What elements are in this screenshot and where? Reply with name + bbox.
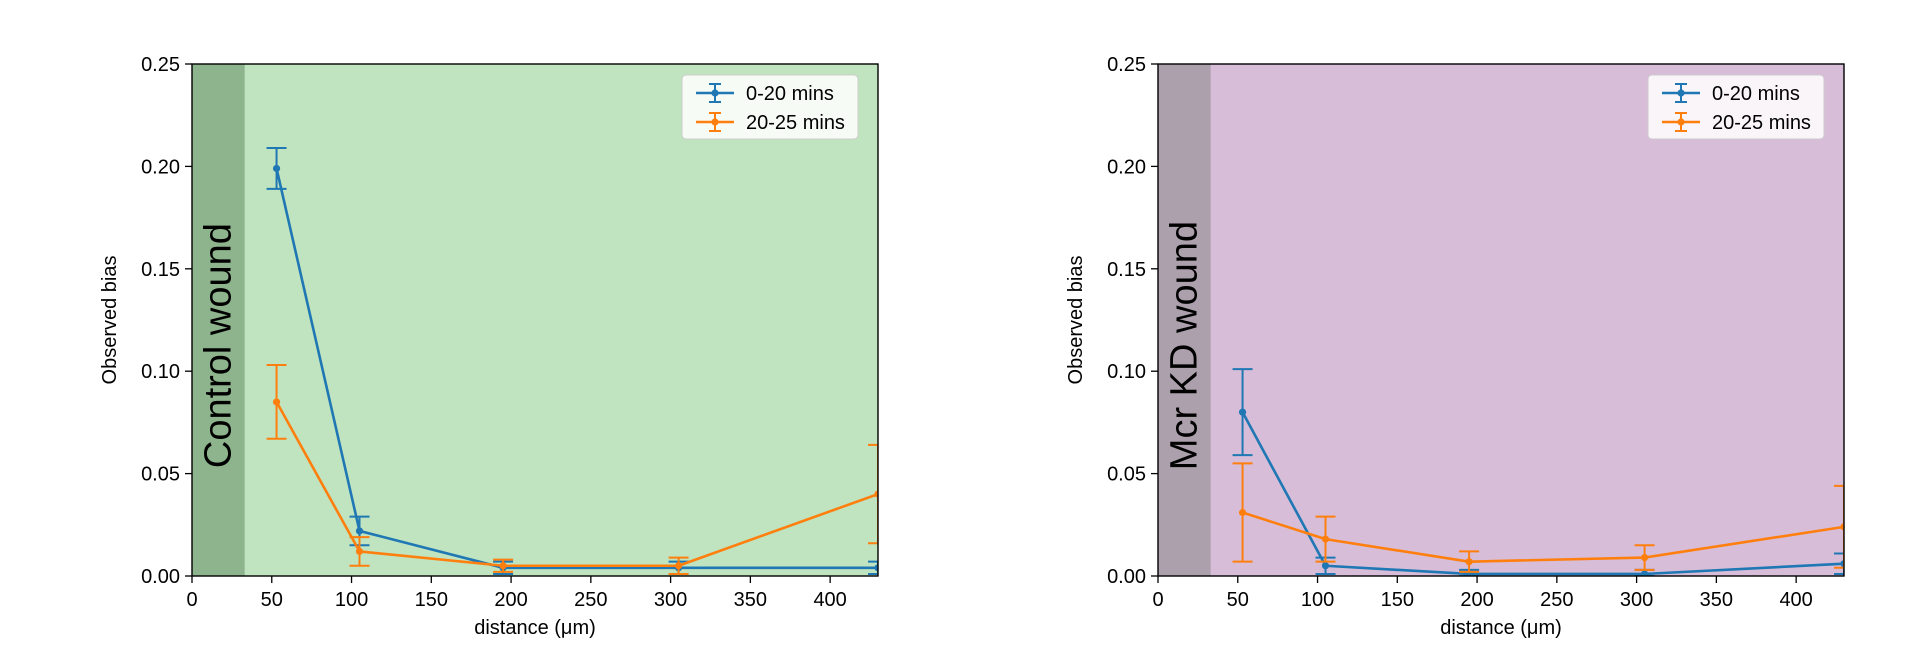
x-tick-label: 350 — [1700, 589, 1733, 611]
x-tick-label: 250 — [1540, 589, 1573, 611]
y-tick-label: 0.15 — [141, 259, 180, 281]
x-tick-label: 400 — [813, 589, 846, 611]
data-point — [1640, 570, 1649, 576]
x-tick-label: 100 — [335, 589, 368, 611]
data-point — [355, 547, 364, 556]
y-tick-label: 0.15 — [1107, 259, 1146, 281]
x-tick-label: 300 — [1620, 589, 1653, 611]
chart-panel-2: Mcr KD wound 0 50 100 150 200 250 300 350 400 0.00… — [1065, 54, 1845, 639]
x-tick-label: 350 — [734, 589, 767, 611]
y-tick-label: 0.00 — [1107, 566, 1146, 588]
data-point — [1465, 558, 1473, 566]
data-point — [1238, 508, 1247, 517]
plot-frame — [191, 63, 879, 577]
series-1 — [1232, 368, 1844, 576]
legend-swatch-marker — [1677, 118, 1685, 126]
legend-swatch-marker — [1677, 89, 1685, 97]
legend-swatch-marker — [711, 89, 719, 97]
y-tick-label: 0.25 — [1107, 54, 1146, 76]
x-tick-label: 300 — [654, 589, 687, 611]
legend-swatch-marker — [711, 118, 719, 126]
x-axis-label: distance (μm) — [1440, 617, 1562, 639]
data-point — [674, 562, 683, 570]
series-2 — [1232, 462, 1844, 573]
series-group — [266, 146, 878, 575]
x-tick-label: 100 — [1301, 589, 1334, 611]
y-axis-label: Observed bias — [99, 256, 121, 385]
data-point — [355, 527, 364, 535]
shaded-region — [1158, 64, 1211, 576]
y-tick-label: 0.10 — [141, 361, 180, 383]
legend-label: 0-20 mins — [746, 83, 834, 105]
y-tick-label: 0.10 — [1107, 361, 1146, 383]
legend: 0-20 mins 20-25 mins — [681, 74, 859, 140]
data-point — [1640, 553, 1649, 562]
data-point — [874, 490, 878, 498]
x-axis-label: distance (μm) — [474, 617, 596, 639]
legend-label: 0-20 mins — [1712, 83, 1800, 105]
y-tick-label: 0.00 — [141, 566, 180, 588]
data-point — [272, 398, 281, 406]
chart-panel-1: Control wound 0 50 100 150 200 250 300 350 400 0.0… — [99, 54, 879, 639]
data-point — [1840, 523, 1844, 531]
series-group — [1232, 368, 1844, 576]
x-tick-label: 150 — [415, 589, 448, 611]
panel-label: Mcr KD wound — [1163, 221, 1205, 470]
plot-frame — [1157, 63, 1845, 577]
legend-label: 20-25 mins — [746, 112, 845, 134]
shaded-region — [192, 64, 245, 576]
data-point — [1238, 408, 1247, 416]
x-tick-label: 200 — [1460, 589, 1493, 611]
data-point — [272, 164, 281, 173]
x-tick-label: 0 — [1152, 589, 1163, 611]
x-tick-label: 50 — [261, 589, 283, 611]
y-tick-label: 0.20 — [1107, 156, 1146, 178]
y-tick-label: 0.05 — [141, 464, 180, 486]
y-tick-label: 0.25 — [141, 54, 180, 76]
legend: 0-20 mins 20-25 mins — [1647, 74, 1825, 140]
data-point — [874, 564, 878, 572]
y-tick-label: 0.05 — [1107, 464, 1146, 486]
x-tick-label: 250 — [574, 589, 607, 611]
x-tick-label: 0 — [186, 589, 197, 611]
x-tick-label: 400 — [1779, 589, 1812, 611]
x-tick-label: 200 — [494, 589, 527, 611]
y-tick-label: 0.20 — [141, 156, 180, 178]
plot-background — [192, 64, 878, 576]
legend-label: 20-25 mins — [1712, 112, 1811, 134]
y-axis-label: Observed bias — [1065, 256, 1087, 385]
data-point — [499, 562, 507, 570]
plot-background — [1158, 64, 1844, 576]
series-2 — [266, 364, 878, 575]
data-point — [1321, 562, 1330, 570]
panel-label: Control wound — [197, 223, 239, 468]
x-tick-label: 150 — [1381, 589, 1414, 611]
x-tick-label: 50 — [1227, 589, 1249, 611]
data-point — [1321, 535, 1330, 543]
